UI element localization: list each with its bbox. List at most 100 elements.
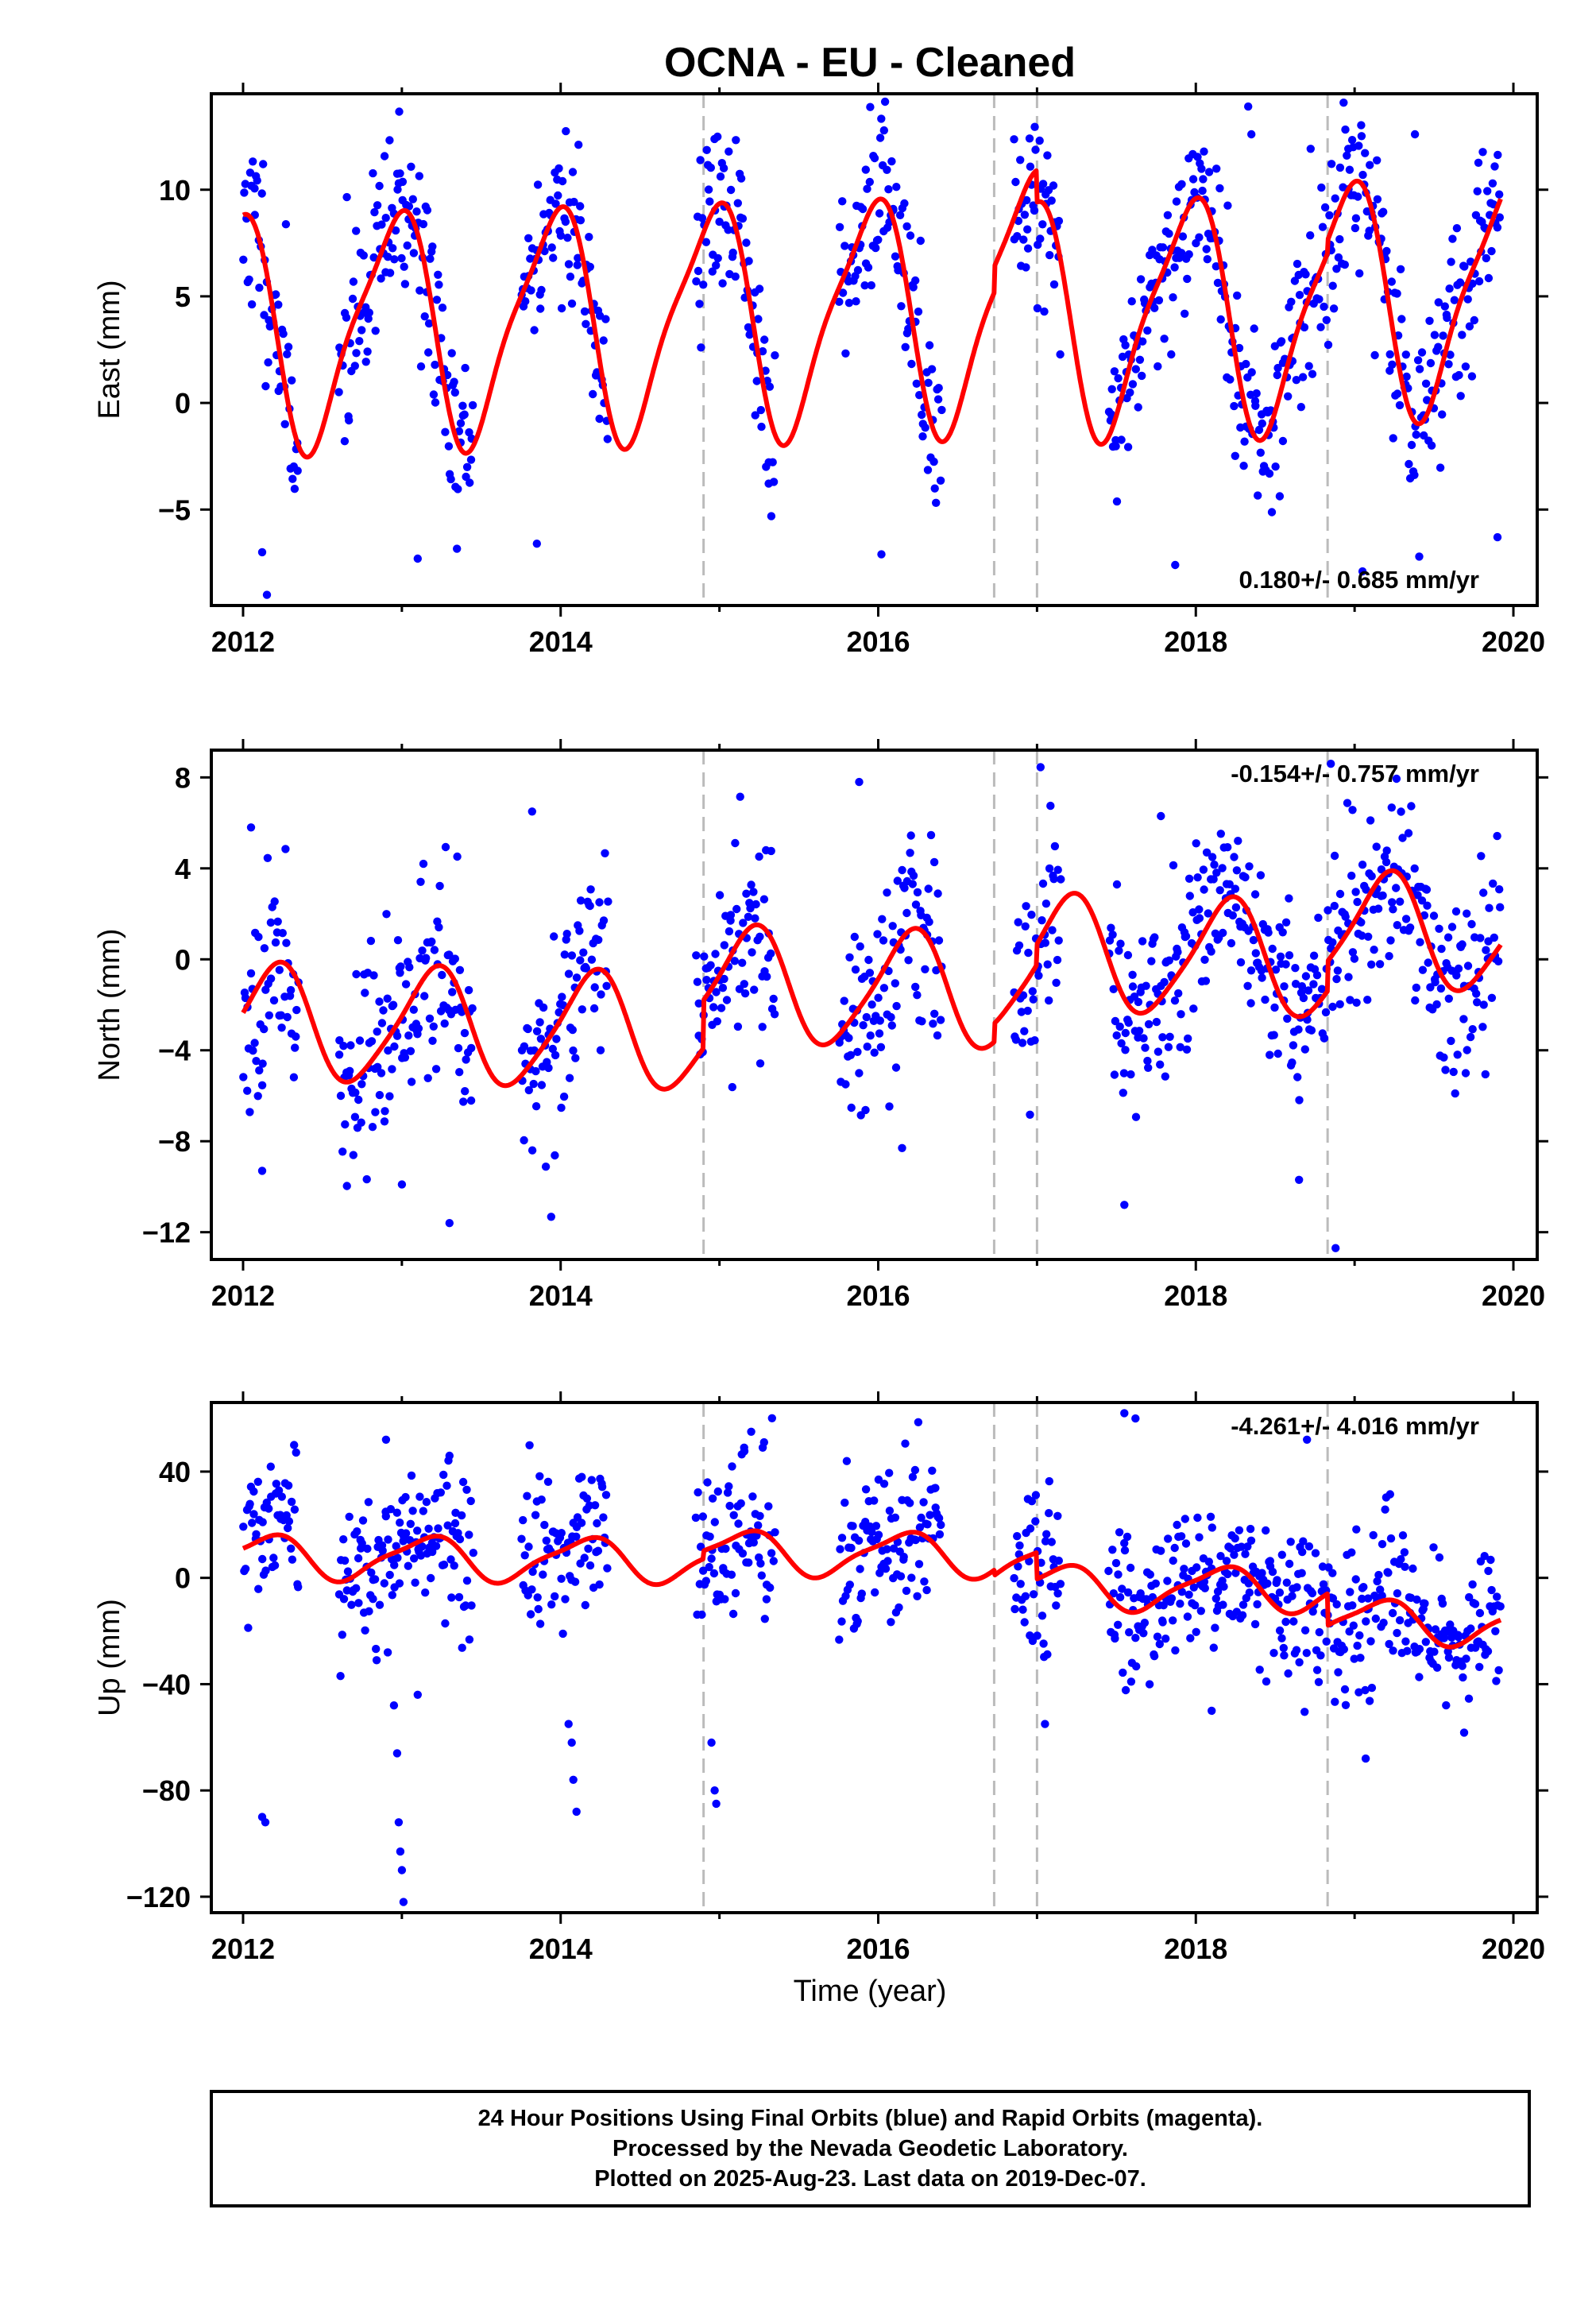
data-point: [1378, 1540, 1387, 1549]
data-point: [1335, 234, 1344, 244]
data-point: [447, 1593, 456, 1602]
data-point: [602, 981, 611, 991]
data-point: [731, 1588, 740, 1598]
data-point: [1244, 1579, 1254, 1588]
data-point: [1431, 1625, 1440, 1634]
data-point: [875, 209, 884, 218]
data-point: [865, 177, 875, 187]
data-point: [1249, 935, 1258, 945]
data-point: [339, 1595, 349, 1604]
y-axis-label: East (mm): [93, 280, 126, 419]
data-point: [544, 1063, 553, 1073]
data-point: [1023, 225, 1032, 234]
data-point: [565, 1074, 574, 1082]
data-point: [467, 1601, 476, 1610]
data-point: [396, 1847, 405, 1856]
data-point: [918, 1017, 926, 1026]
data-point: [770, 1010, 779, 1019]
data-point: [460, 410, 469, 419]
data-point: [1487, 993, 1497, 1003]
data-point: [446, 474, 455, 484]
data-point: [1202, 848, 1211, 857]
data-point: [1334, 1668, 1343, 1677]
data-point: [392, 1542, 400, 1550]
data-point: [1184, 874, 1194, 884]
data-point: [422, 954, 431, 962]
data-point: [1378, 891, 1387, 900]
data-point: [555, 164, 563, 173]
data-point: [340, 437, 350, 446]
data-point: [1320, 203, 1330, 212]
data-point: [1490, 933, 1499, 942]
data-point: [1470, 1600, 1480, 1608]
data-point: [1230, 853, 1239, 861]
data-point: [1121, 1028, 1130, 1038]
x-tick-label: 2012: [211, 1933, 275, 1965]
data-point: [1455, 278, 1465, 287]
data-point: [755, 1511, 764, 1521]
data-point: [708, 267, 717, 276]
data-point: [259, 160, 268, 168]
data-point: [282, 938, 291, 947]
data-point: [568, 1025, 577, 1035]
data-point: [450, 1519, 460, 1528]
data-point: [725, 927, 734, 936]
data-point: [527, 286, 535, 295]
data-point: [1231, 903, 1241, 912]
data-point: [1423, 901, 1432, 910]
data-point: [767, 1414, 776, 1423]
data-point: [873, 930, 882, 938]
data-point: [1300, 1708, 1309, 1716]
data-point: [424, 319, 434, 328]
data-point: [1169, 293, 1177, 302]
data-point: [536, 304, 545, 313]
data-point: [1463, 295, 1472, 304]
data-point: [1132, 1662, 1141, 1671]
data-point: [1018, 1605, 1027, 1614]
model-line: [242, 168, 1503, 460]
data-point: [395, 1579, 404, 1588]
data-point: [910, 1465, 920, 1475]
data-point: [1153, 1632, 1162, 1641]
data-point: [270, 1561, 280, 1570]
data-point: [722, 996, 732, 1004]
data-point: [1488, 179, 1497, 188]
data-point: [1281, 960, 1290, 969]
data-point: [1028, 987, 1038, 996]
data-point: [915, 391, 924, 400]
data-point: [1230, 401, 1239, 411]
data-point: [841, 1080, 850, 1089]
data-point: [1183, 1612, 1192, 1621]
data-point: [1416, 938, 1424, 946]
data-point: [860, 281, 869, 290]
data-point: [1131, 365, 1141, 373]
data-point: [912, 379, 922, 388]
data-point: [1253, 1600, 1262, 1609]
data-point: [845, 953, 854, 962]
data-point: [1429, 1543, 1438, 1552]
data-point: [1164, 1043, 1173, 1051]
data-point: [1344, 973, 1353, 981]
data-point: [1041, 938, 1050, 947]
data-point: [1215, 886, 1224, 895]
data-point: [287, 1544, 296, 1553]
data-point: [1164, 1534, 1173, 1543]
data-point: [1143, 1056, 1152, 1066]
data-point: [537, 1495, 546, 1504]
data-point: [466, 455, 476, 464]
data-point: [1193, 153, 1202, 161]
data-point: [1195, 905, 1204, 914]
data-point: [1123, 443, 1133, 451]
data-point: [541, 1163, 551, 1171]
data-point: [458, 1643, 466, 1652]
plot-frame: [210, 1401, 1539, 1914]
data-point: [258, 1059, 267, 1068]
data-point: [270, 897, 279, 906]
data-point: [904, 956, 913, 965]
data-point: [416, 362, 426, 371]
data-point: [1236, 958, 1246, 967]
data-point: [425, 1014, 435, 1023]
data-point: [713, 253, 722, 263]
data-point: [434, 270, 442, 279]
data-point: [1045, 250, 1054, 260]
